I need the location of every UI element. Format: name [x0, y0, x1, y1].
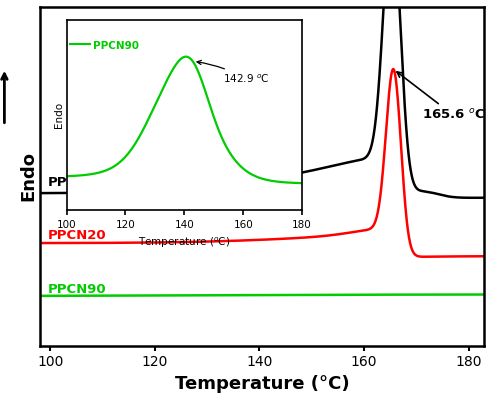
Y-axis label: Endo: Endo [19, 151, 37, 201]
Text: PPCN20: PPCN20 [48, 229, 106, 242]
Text: 165.3 $^o$C: 165.3 $^o$C [0, 399, 1, 400]
Text: 165.6 $^o$C: 165.6 $^o$C [397, 72, 485, 122]
Text: PPCN90: PPCN90 [48, 283, 106, 296]
X-axis label: Temperature (°C): Temperature (°C) [175, 375, 350, 393]
Text: PP0: PP0 [48, 176, 76, 189]
